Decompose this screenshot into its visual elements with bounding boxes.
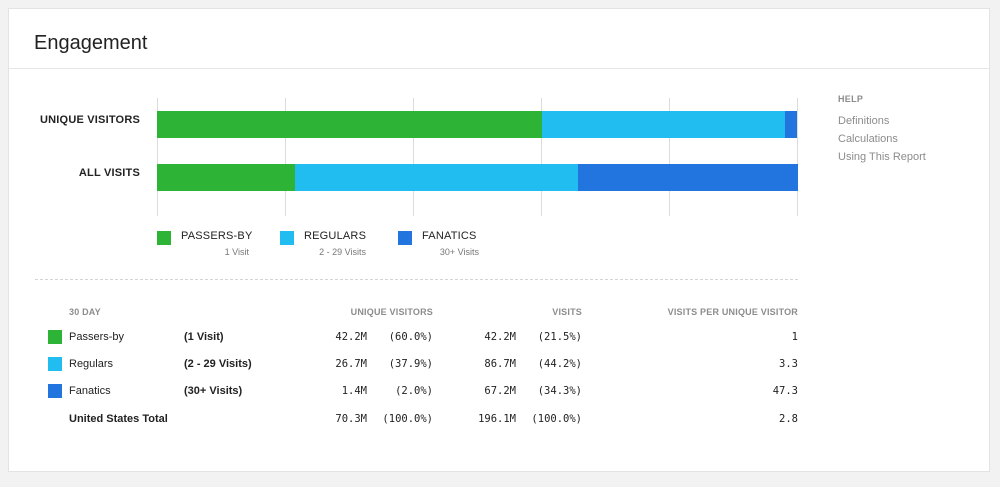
engagement-chart: UNIQUE VISITORS ALL VISITS PASSERS-BY 1 … xyxy=(9,9,991,473)
help-link-definitions[interactable]: Definitions xyxy=(838,115,890,127)
total-visits-pct: (100.0%) xyxy=(531,413,582,425)
table-row: Regulars (2 - 29 Visits) 26.7M (37.9%) 8… xyxy=(9,357,991,373)
row-swatch xyxy=(48,330,62,344)
row-visits: 86.7M xyxy=(484,358,516,370)
row-visits-pct: (44.2%) xyxy=(537,358,582,370)
row-unique-visitors-pct: (2.0%) xyxy=(395,385,433,397)
row-name: Passers-by xyxy=(69,331,125,343)
help-panel: HELP Definitions Calculations Using This… xyxy=(838,94,926,166)
bar-segment-regulars xyxy=(294,164,579,191)
row-visits: 42.2M xyxy=(484,331,516,343)
total-unique-visitors-pct: (100.0%) xyxy=(382,413,433,425)
row-unique-visitors-pct: (60.0%) xyxy=(388,331,433,343)
column-header-unique-visitors: UNIQUE VISITORS xyxy=(350,307,433,317)
row-swatch xyxy=(48,384,62,398)
row-unique-visitors: 26.7M xyxy=(335,358,367,370)
row-ratio: 3.3 xyxy=(779,358,798,370)
column-header-visits: VISITS xyxy=(552,307,582,317)
category-label: UNIQUE VISITORS xyxy=(40,114,140,126)
bar-segment-passers-by xyxy=(157,111,542,138)
row-ratio: 47.3 xyxy=(772,385,798,397)
gridline xyxy=(285,98,286,216)
legend-label: FANATICS xyxy=(422,230,477,242)
engagement-card: Engagement UNIQUE VISITORS ALL VISITS PA… xyxy=(8,8,990,472)
bar-segment-regulars xyxy=(541,111,785,138)
card-header: Engagement xyxy=(9,9,989,69)
column-header-period: 30 DAY xyxy=(69,307,101,317)
gridline xyxy=(797,98,798,216)
row-name: Regulars xyxy=(69,358,114,370)
legend-sublabel: 30+ Visits xyxy=(439,247,479,257)
legend-sublabel: 1 Visit xyxy=(224,247,249,257)
bar-unique-visitors xyxy=(157,111,798,138)
legend-label: PASSERS-BY xyxy=(181,230,253,242)
row-unique-visitors: 42.2M xyxy=(335,331,367,343)
total-name: United States Total xyxy=(69,413,168,425)
bar-segment-passers-by xyxy=(157,164,295,191)
category-label: ALL VISITS xyxy=(78,167,140,179)
bar-segment-fanatics xyxy=(578,164,798,191)
row-visits-pct: (21.5%) xyxy=(537,331,582,343)
row-range: (2 - 29 Visits) xyxy=(184,358,252,370)
total-ratio: 2.8 xyxy=(779,413,798,425)
total-unique-visitors: 70.3M xyxy=(335,413,367,425)
help-link-using-this-report[interactable]: Using This Report xyxy=(838,151,926,163)
table-row: Fanatics (30+ Visits) 1.4M (2.0%) 67.2M … xyxy=(9,384,991,400)
row-range: (30+ Visits) xyxy=(184,385,243,397)
gridline xyxy=(541,98,542,216)
row-name: Fanatics xyxy=(69,385,111,397)
bar-all-visits xyxy=(157,164,798,191)
row-visits: 67.2M xyxy=(484,385,516,397)
divider xyxy=(35,279,798,280)
row-unique-visitors-pct: (37.9%) xyxy=(388,358,433,370)
bar-segment-fanatics xyxy=(784,111,798,138)
page-title: Engagement xyxy=(34,32,148,54)
gridline xyxy=(413,98,414,216)
help-title: HELP xyxy=(838,94,864,104)
row-range: (1 Visit) xyxy=(184,331,224,343)
legend: PASSERS-BY 1 Visit REGULARS 2 - 29 Visit… xyxy=(157,230,797,270)
help-link-calculations[interactable]: Calculations xyxy=(838,133,898,145)
legend-label: REGULARS xyxy=(304,230,367,242)
legend-sublabel: 2 - 29 Visits xyxy=(319,247,366,257)
row-ratio: 1 xyxy=(791,331,798,343)
total-visits: 196.1M xyxy=(478,413,516,425)
legend-swatch xyxy=(157,231,171,245)
row-visits-pct: (34.3%) xyxy=(537,385,582,397)
column-header-ratio: VISITS PER UNIQUE VISITOR xyxy=(667,307,798,317)
row-unique-visitors: 1.4M xyxy=(341,385,367,397)
row-swatch xyxy=(48,357,62,371)
legend-swatch xyxy=(280,231,294,245)
legend-swatch xyxy=(398,231,412,245)
gridline xyxy=(157,98,158,216)
gridline xyxy=(669,98,670,216)
table-row-total: United States Total 70.3M (100.0%) 196.1… xyxy=(9,412,991,428)
table-row: Passers-by (1 Visit) 42.2M (60.0%) 42.2M… xyxy=(9,330,991,346)
